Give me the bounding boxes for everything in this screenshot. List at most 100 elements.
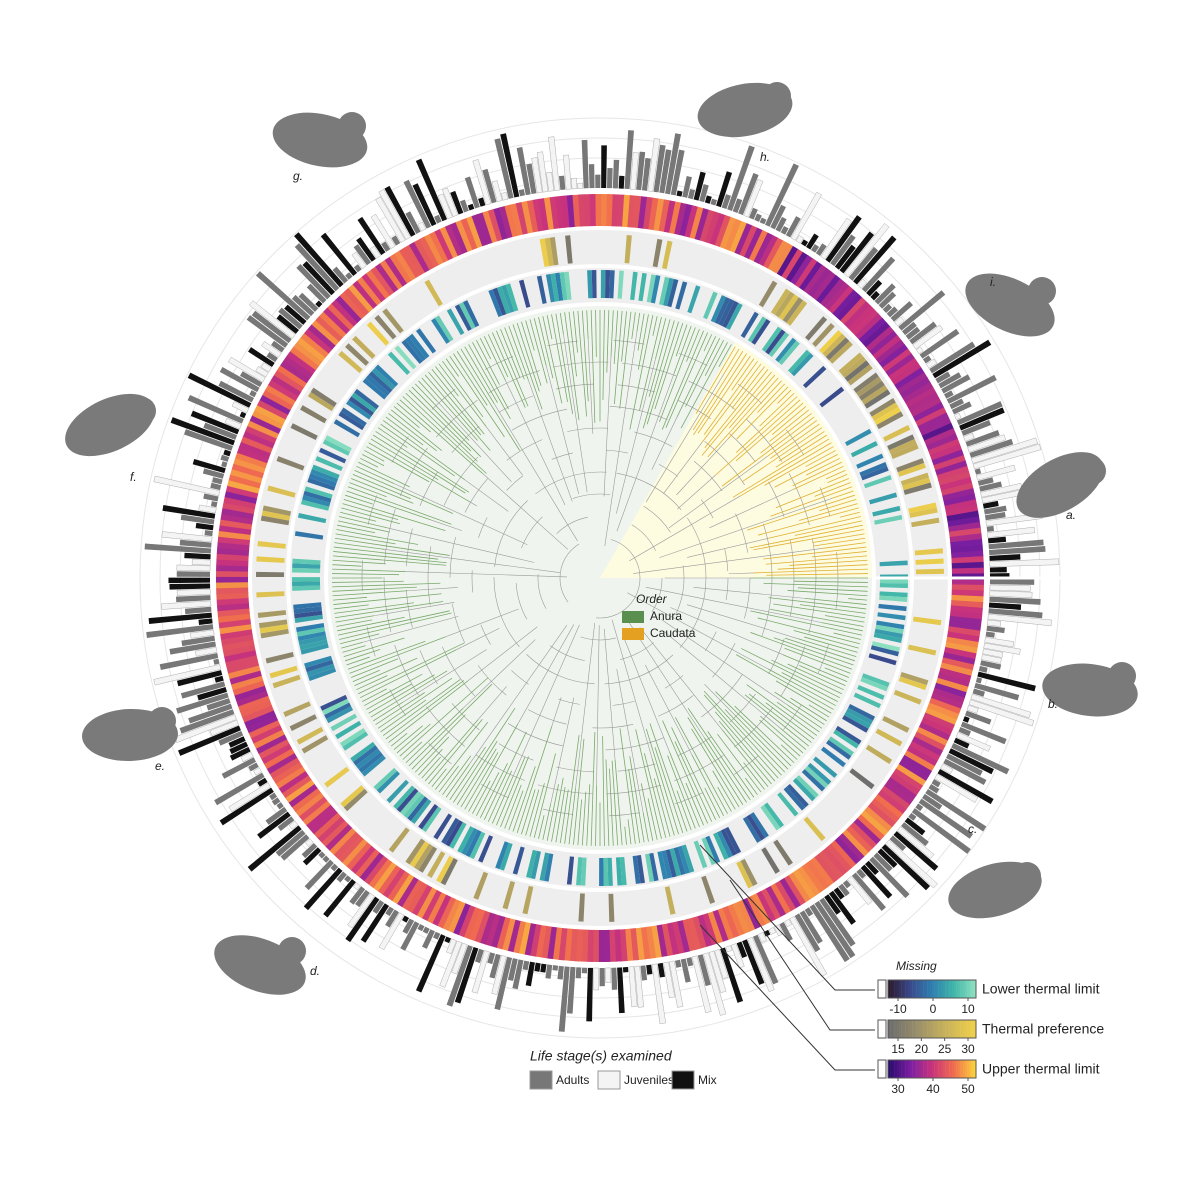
preference-cell (352, 335, 376, 359)
upper-limit-cell (549, 196, 560, 230)
tree-tip (819, 499, 857, 512)
preference-cell (774, 291, 795, 318)
tree-tip (627, 819, 632, 845)
preference-cell (418, 846, 438, 873)
life-stage-bar (901, 321, 917, 336)
life-stage-bar (624, 130, 634, 190)
upper-limit-cell (361, 273, 387, 303)
tree-tip (431, 768, 447, 787)
upper-limit-cell (731, 902, 750, 935)
upper-limit-cell (911, 736, 943, 757)
life-stage-bar (169, 641, 217, 655)
preference-cell (907, 644, 937, 656)
colorbar-cell (912, 1060, 915, 1078)
upper-limit-cell (280, 360, 311, 384)
colorbar-cell (925, 1020, 928, 1038)
upper-limit-cell (563, 928, 573, 961)
life-stage-bar (315, 300, 323, 308)
tree-tip (487, 770, 512, 822)
life-stage-bar (732, 198, 743, 214)
legend-label: Anura (650, 609, 682, 623)
tree-tip (742, 427, 823, 482)
life-stage-bar (557, 965, 564, 980)
life-stage-bar (212, 477, 223, 485)
tree-branch (616, 669, 644, 813)
lower-limit-cell (807, 762, 832, 785)
upper-limit-cell (734, 223, 753, 256)
tree-tip (745, 777, 758, 796)
animal-silhouette (763, 82, 791, 110)
life-stage-bar (375, 196, 406, 243)
upper-limit-cell (450, 221, 469, 254)
lower-limit-cell (539, 852, 550, 881)
preference-cell (908, 502, 937, 514)
upper-limit-cell (943, 493, 977, 507)
tree-tip (568, 788, 576, 845)
preference-cell (871, 402, 899, 421)
upper-limit-cell (722, 906, 740, 939)
lower-limit-cell (297, 631, 326, 642)
colorbar-cell (973, 980, 977, 998)
colorbar-tick-label: 20 (915, 1042, 929, 1056)
tree-tip (411, 714, 466, 770)
upper-limit-cell (783, 875, 806, 906)
upper-limit-cell (463, 906, 481, 940)
tree-tip (839, 511, 860, 518)
life-stage-bar (922, 793, 943, 810)
colorbar-cell (938, 980, 941, 998)
upper-limit-cell (557, 927, 568, 961)
tree-tip (590, 731, 596, 846)
tree-tip (777, 389, 792, 404)
upper-limit-cell (671, 921, 685, 955)
upper-limit-cell (905, 386, 937, 409)
lower-limit-cell (324, 435, 352, 453)
life-stage-bar (824, 894, 841, 915)
life-stage-bar (577, 182, 584, 189)
lower-limit-cell (856, 453, 884, 469)
colorbar-cell (936, 980, 939, 998)
lower-limit-cell (879, 583, 908, 589)
preference-cell (701, 875, 716, 904)
tree-branch (537, 515, 663, 641)
upper-limit-cell (934, 682, 967, 699)
upper-limit-cell (227, 664, 261, 680)
upper-limit-cell (345, 841, 372, 871)
tree-tip (333, 604, 369, 610)
upper-limit-cell (270, 374, 302, 397)
upper-limit-cell (949, 615, 982, 626)
upper-limit-cell (468, 908, 486, 942)
upper-limit-cell (223, 649, 257, 663)
life-stage-bar (848, 246, 879, 281)
life-stage-bar (697, 954, 711, 987)
animal-silhouette (65, 393, 155, 457)
tree-tip (628, 768, 641, 844)
upper-limit-cell (944, 499, 978, 512)
upper-limit-cell (946, 631, 980, 643)
tree-tip (707, 377, 779, 458)
upper-limit-cell (518, 921, 531, 955)
colorbar-cell (947, 1020, 950, 1038)
life-stage-bar (856, 868, 867, 879)
tree-tip (811, 551, 867, 558)
tree-tip (336, 529, 419, 545)
legend-swatch (671, 1070, 695, 1090)
life-stage-bar (607, 168, 613, 189)
life-stage-bar (754, 213, 762, 222)
tree-branch (627, 620, 705, 738)
tree-tip (438, 765, 459, 793)
upper-limit-cell (640, 926, 651, 960)
upper-limit-cell (948, 521, 981, 533)
life-stage-bar (228, 356, 266, 383)
life-stage-bar (446, 945, 473, 1007)
tree-tip (702, 363, 762, 442)
upper-limit-cell (335, 295, 362, 323)
upper-limit-cell (927, 702, 960, 721)
lower-limit-cell (720, 828, 737, 856)
upper-limit-cell (853, 818, 881, 845)
preference-cell (773, 839, 793, 866)
upper-limit-cell (436, 896, 456, 929)
tree-tip (769, 608, 864, 627)
upper-limit-cell (523, 923, 537, 956)
life-stage-bar (276, 314, 300, 334)
life-stage-bar (192, 459, 226, 474)
